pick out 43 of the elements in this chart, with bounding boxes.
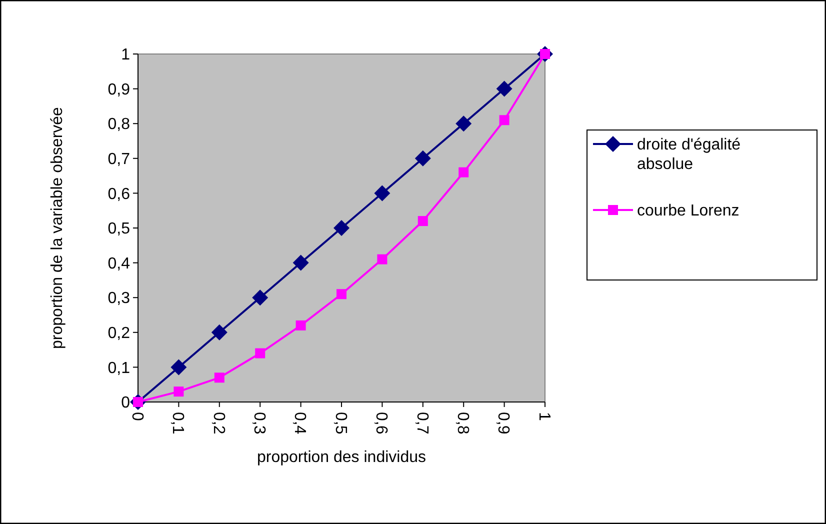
x-tick-label: 0,7 [413, 412, 430, 434]
point [174, 386, 184, 397]
point [214, 372, 224, 383]
y-tick-label: 0,1 [108, 360, 130, 377]
y-tick-label: 1 [121, 46, 130, 64]
x-tick-label: 0,1 [169, 412, 186, 434]
x-tick-label: 0,4 [291, 412, 308, 434]
point [334, 220, 350, 236]
point [499, 115, 510, 126]
point [418, 216, 428, 226]
point [296, 320, 306, 330]
legend-label: droite d'égalité absolue [637, 136, 741, 173]
y-axis-title: proportion de la variable observée [49, 106, 66, 349]
point [255, 348, 266, 358]
y-tick-label: 0,8 [108, 116, 130, 134]
point [458, 167, 469, 178]
y-tick-label: 0,9 [108, 81, 130, 98]
x-tick-label: 0,2 [210, 412, 227, 434]
point [211, 324, 228, 340]
point [374, 185, 390, 202]
y-tick-label: 0,4 [108, 255, 130, 272]
point [336, 289, 346, 300]
point [252, 290, 268, 306]
point [456, 116, 472, 132]
y-tick-label: 0,6 [108, 186, 130, 203]
x-tick-label: 0 [128, 412, 146, 421]
y-tick-label: 0,2 [108, 325, 130, 342]
legend-label: courbe Lorenz [637, 202, 740, 220]
x-axis-title: proportion des individus [257, 449, 426, 466]
x-tick-label: 0,6 [372, 412, 390, 434]
point [377, 254, 388, 264]
x-tick-label: 1 [535, 412, 552, 421]
y-tick-label: 0,7 [108, 151, 130, 168]
y-tick-label: 0,3 [108, 290, 130, 308]
x-tick-label: 0,8 [454, 412, 471, 434]
x-tick-label: 0,3 [250, 412, 268, 434]
y-tick-label: 0,5 [108, 220, 130, 238]
point [170, 359, 187, 376]
point [414, 150, 431, 166]
point [292, 254, 309, 271]
point [496, 80, 512, 97]
x-tick-label: 0,5 [332, 412, 349, 434]
x-tick-label: 0,9 [494, 412, 512, 434]
